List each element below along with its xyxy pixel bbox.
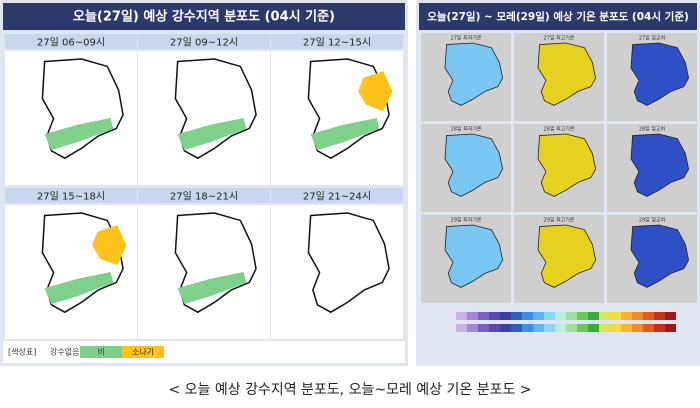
temp-scale-cell [511, 312, 522, 320]
temp-land [631, 134, 689, 196]
temp-land [445, 225, 503, 287]
temp-scale-cell [643, 324, 654, 332]
temp-land [631, 225, 689, 287]
temp-land [538, 134, 596, 196]
shower-area [358, 71, 393, 112]
panel-header [271, 188, 403, 203]
temp-scale-cell [621, 324, 632, 332]
legend-swatch [122, 346, 164, 358]
temp-scale-cell [599, 324, 610, 332]
panel-header [271, 34, 403, 49]
right-title-bar [419, 3, 697, 30]
temp-scale-cell [478, 312, 489, 320]
temp-scale-cell [467, 324, 478, 332]
temp-scale-cell [665, 324, 676, 332]
temp-scale-cell [489, 324, 500, 332]
panel-label: 27일 12~15시 [303, 37, 371, 49]
temp-land [631, 43, 689, 105]
temp-scale-cell [643, 312, 654, 320]
temp-scale-cell [522, 312, 533, 320]
panel-label: 27일 06~09시 [37, 37, 105, 49]
temp-scale-cell [566, 324, 577, 332]
left-title: 오늘(27일) 예상 강수지역 분포도 (04시 기준) [73, 9, 335, 25]
temp-scale-cell [544, 324, 555, 332]
rain-area [177, 272, 247, 305]
legend-item: 비 [97, 348, 104, 357]
temp-panel-label: 29일 최고기온 [544, 217, 575, 224]
temp-scale-cell [610, 324, 621, 332]
temp-scale-cell [632, 324, 643, 332]
panel-header [138, 34, 270, 49]
temp-scale-cell [588, 312, 599, 320]
panel-label: 27일 09~12시 [170, 37, 238, 49]
temp-scale-cell [621, 312, 632, 320]
temp-scale-cell [665, 312, 676, 320]
temp-scale-cell [599, 312, 610, 320]
legend-item: 소나기 [132, 348, 154, 357]
temp-scale-cell [566, 312, 577, 320]
temp-scale-cell [489, 312, 500, 320]
shower-area [92, 225, 127, 266]
temp-land [538, 43, 596, 105]
rain-area [44, 272, 114, 305]
temp-land [538, 225, 596, 287]
temp-scale-cell [500, 312, 511, 320]
temp-scale-cell [632, 312, 643, 320]
right-title: 오늘(27일) ~ 모레(29일) 예상 기온 분포도 (04시 기준) [427, 10, 689, 23]
temp-scale-cell [456, 324, 467, 332]
temp-panel-label: 28일 일교차 [639, 126, 666, 133]
temp-scale-cell [445, 324, 456, 332]
temp-panel-label: 28일 최저기온 [451, 126, 482, 133]
temp-scale-cell [445, 312, 456, 320]
temp-scale-cell [555, 324, 566, 332]
panel-label: 27일 15~18시 [37, 191, 105, 203]
temp-land [445, 43, 503, 105]
temp-scale-cell [533, 312, 544, 320]
caption: < 오늘 예상 강수지역 분포도, 오늘~모레 예상 기온 분포도 > [168, 382, 531, 398]
panel-header [5, 34, 137, 49]
temp-scale-cell [500, 324, 511, 332]
coastline [308, 213, 389, 312]
temp-panel-label: 29일 일교차 [639, 217, 666, 224]
temp-scale-cell [555, 312, 566, 320]
rain-area [44, 118, 114, 151]
legend-item: 강수없음 [50, 347, 79, 357]
panel-header [138, 188, 270, 203]
temp-scale-cell [577, 324, 588, 332]
temp-scale-cell [467, 312, 478, 320]
rain-area [310, 118, 380, 151]
panel-header [5, 188, 137, 203]
temp-scale-cell [478, 324, 489, 332]
temp-scale-cell [654, 312, 665, 320]
temp-scale-cell [522, 324, 533, 332]
temp-land [445, 134, 503, 196]
legend-swatch [80, 346, 122, 358]
panel-label: 27일 18~21시 [170, 191, 238, 203]
left-title-bar [3, 3, 405, 30]
rain-area [177, 118, 247, 151]
temp-scale-cell [544, 312, 555, 320]
temp-panel-label: 27일 최고기온 [544, 35, 575, 42]
temp-scale-cell [577, 312, 588, 320]
temp-panel-label: 27일 일교차 [639, 35, 666, 42]
temp-scale-cell [588, 324, 599, 332]
temp-panel-label: 29일 최저기온 [451, 217, 482, 224]
temp-scale-cell [533, 324, 544, 332]
temp-panel-label: 27일 최저기온 [451, 35, 482, 42]
temp-panel-label: 28일 최고기온 [544, 126, 575, 133]
temp-scale-cell [511, 324, 522, 332]
panel-label: 27일 21~24시 [303, 191, 371, 203]
temp-scale-cell [456, 312, 467, 320]
temp-scale-cell [610, 312, 621, 320]
temp-scale-cell [654, 324, 665, 332]
legend-label: [색상표] [8, 347, 36, 357]
